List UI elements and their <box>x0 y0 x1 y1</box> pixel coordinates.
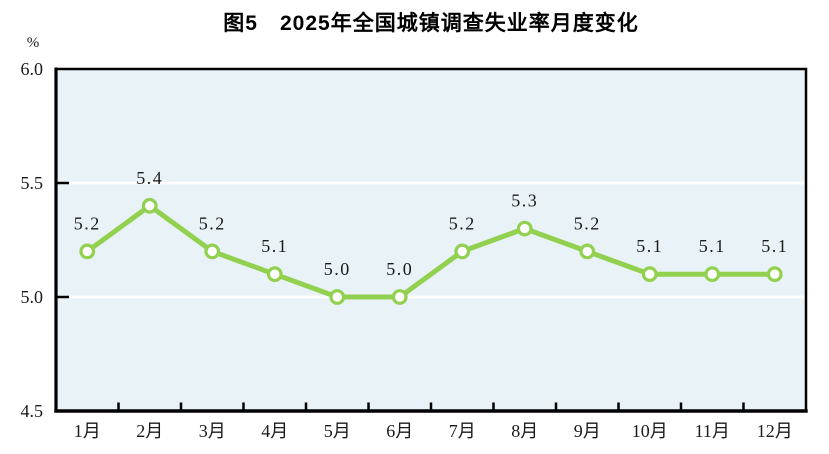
data-label-3月: 5.2 <box>199 213 226 233</box>
data-point-marker-11月 <box>704 266 721 283</box>
data-point-marker-9月 <box>579 243 596 260</box>
data-point-marker-12月 <box>766 266 783 283</box>
x-tick-label-12月: 12月 <box>757 421 793 441</box>
data-point-marker-6月 <box>391 289 408 305</box>
data-point-marker-10月 <box>641 266 658 283</box>
data-label-6月: 5.0 <box>386 259 413 279</box>
y-tick-label-6.0: 6.0 <box>21 59 44 79</box>
x-tick-label-7月: 7月 <box>449 421 476 441</box>
x-tick-label-10月: 10月 <box>632 421 668 441</box>
plot-area-background <box>56 69 806 411</box>
x-tick-label-2月: 2月 <box>136 421 163 441</box>
data-point-marker-5月 <box>329 289 346 305</box>
x-tick-label-3月: 3月 <box>199 421 226 441</box>
x-tick-label-9月: 9月 <box>574 421 601 441</box>
y-tick-label-5.5: 5.5 <box>21 173 44 193</box>
data-label-5月: 5.0 <box>324 259 351 279</box>
y-tick-label-5.0: 5.0 <box>21 287 44 307</box>
y-axis-unit-label: % <box>26 35 40 51</box>
data-label-2月: 5.4 <box>136 168 163 188</box>
data-label-8月: 5.3 <box>511 191 538 211</box>
data-label-11月: 5.1 <box>699 236 726 256</box>
data-label-10月: 5.1 <box>636 236 663 256</box>
data-label-7月: 5.2 <box>449 213 476 233</box>
data-label-1月: 5.2 <box>74 213 101 233</box>
x-tick-label-6月: 6月 <box>386 421 413 441</box>
x-tick-label-4月: 4月 <box>261 421 288 441</box>
data-point-marker-8月 <box>516 220 533 237</box>
data-label-4月: 5.1 <box>261 236 288 256</box>
unemployment-rate-line <box>84 203 778 300</box>
data-label-12月: 5.1 <box>761 236 788 256</box>
x-tick-label-5月: 5月 <box>324 421 351 441</box>
data-point-marker-4月 <box>266 266 283 283</box>
data-label-9月: 5.2 <box>574 213 601 233</box>
data-point-marker-3月 <box>204 243 221 260</box>
x-tick-label-11月: 11月 <box>695 421 730 441</box>
y-tick-label-4.5: 4.5 <box>21 401 44 421</box>
x-tick-label-1月: 1月 <box>74 421 101 441</box>
data-point-marker-7月 <box>454 243 471 260</box>
chart-title: 图5 2025年全国城镇调查失业率月度变化 <box>223 12 639 35</box>
data-point-marker-2月 <box>141 197 158 214</box>
data-point-marker-1月 <box>79 243 96 260</box>
x-tick-label-8月: 8月 <box>511 421 538 441</box>
